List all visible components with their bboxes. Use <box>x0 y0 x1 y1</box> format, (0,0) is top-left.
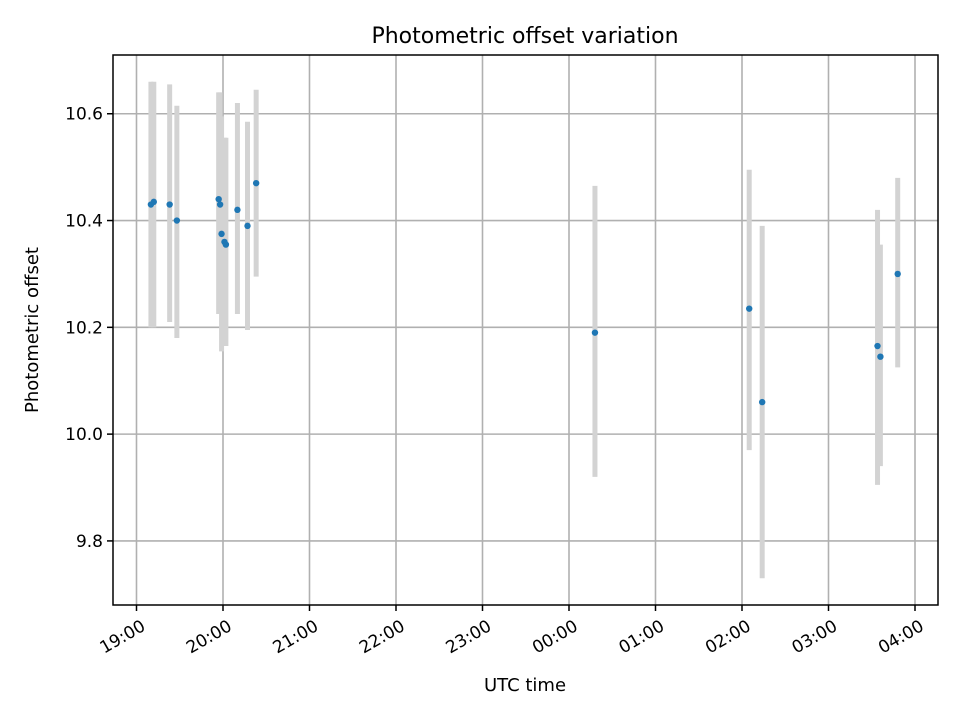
y-axis-label: Photometric offset <box>22 247 43 413</box>
plot-frame <box>112 54 939 606</box>
data-point <box>215 195 222 203</box>
data-point <box>150 198 157 206</box>
x-tick-label: 21:00 <box>270 616 322 658</box>
x-axis-label: UTC time <box>484 675 566 696</box>
data-point <box>244 222 251 230</box>
point-layer <box>147 179 901 406</box>
data-point <box>234 206 241 214</box>
data-point <box>591 329 599 336</box>
x-tick-label: 00:00 <box>529 616 581 658</box>
data-point <box>252 179 260 187</box>
x-tick-label: 19:00 <box>97 616 149 658</box>
data-point <box>874 342 881 350</box>
data-point <box>746 305 753 312</box>
errorbar-layer <box>148 81 901 579</box>
data-point <box>166 201 173 208</box>
x-tick-label: 04:00 <box>875 616 927 658</box>
y-tick-label: 10.0 <box>65 425 103 445</box>
y-tick-label: 10.6 <box>65 105 103 125</box>
tick-layer: 19:00 20:00 21:00 22:00 23:00 00:00 01:00 02:00… <box>65 105 927 658</box>
x-tick-label: 20:00 <box>183 616 235 658</box>
grid-layer <box>113 55 938 605</box>
y-tick-label: 9.8 <box>76 532 103 552</box>
chart-title: Photometric offset variation <box>371 24 678 49</box>
data-point <box>173 217 181 224</box>
data-point <box>222 241 230 248</box>
x-tick-label: 23:00 <box>443 616 495 658</box>
data-point <box>894 270 901 278</box>
x-tick-label: 22:00 <box>356 616 408 658</box>
y-tick-label: 10.4 <box>65 212 103 232</box>
data-point <box>758 398 766 406</box>
data-point <box>218 230 225 238</box>
y-tick-label: 10.2 <box>65 318 103 338</box>
data-point <box>216 201 224 208</box>
x-tick-label: 03:00 <box>789 616 841 658</box>
x-tick-label: 01:00 <box>616 616 668 658</box>
data-point <box>877 353 884 360</box>
x-tick-label: 02:00 <box>702 616 754 658</box>
